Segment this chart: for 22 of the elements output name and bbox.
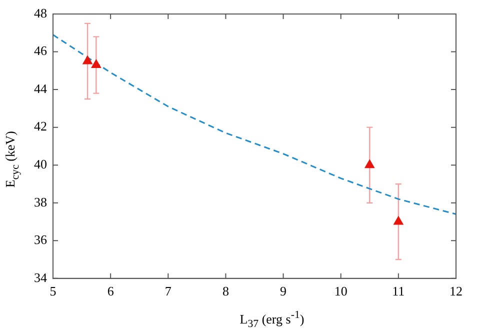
x-tick-label: 12: [450, 284, 462, 299]
x-tick-label: 7: [164, 284, 172, 299]
y-tick-label: 44: [34, 80, 48, 96]
x-tick-label: 8: [222, 284, 229, 299]
x-axis-title: L$_{37}$ (erg s$^{-1}$): [240, 309, 304, 330]
y-tick-label: 34: [34, 270, 48, 285]
y-tick-label: 48: [34, 5, 47, 20]
y-tick-label: 36: [34, 232, 48, 248]
x-tick-label: 11: [392, 284, 405, 299]
point: [91, 59, 102, 68]
x-tick-label: 10: [334, 284, 348, 299]
y-tick-label: 42: [34, 118, 47, 134]
y-tick-label: 38: [34, 194, 47, 210]
x-tick-label: 9: [280, 284, 287, 299]
line-series: [53, 34, 456, 215]
y-tick-label: 40: [34, 156, 47, 172]
point: [364, 160, 374, 168]
point: [394, 216, 404, 225]
point: [82, 56, 92, 64]
x-tick-label: 5: [50, 284, 56, 299]
x-tick-label: 6: [107, 284, 114, 299]
y-tick-label: 46: [34, 43, 48, 58]
